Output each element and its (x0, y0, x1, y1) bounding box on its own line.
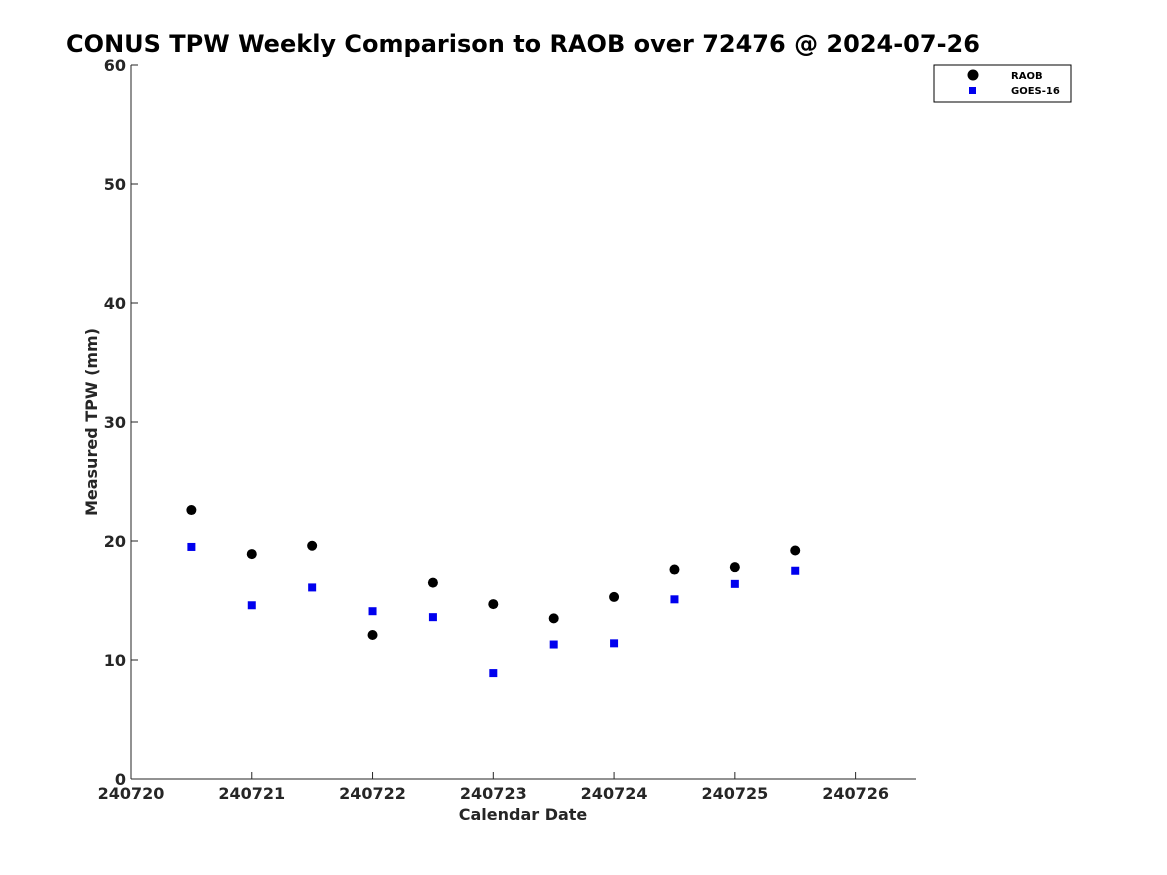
goes-16-point (489, 669, 498, 678)
x-tick-label: 240724 (581, 784, 648, 803)
legend-raob-label: RAOB (1011, 71, 1043, 82)
y-axis-label: Measured TPW (mm) (82, 328, 101, 516)
raob-point (246, 549, 257, 560)
y-tick-label: 50 (104, 175, 126, 194)
goes-16-point (610, 639, 619, 648)
goes-16-point (791, 566, 800, 575)
raob-point (367, 630, 378, 641)
raob-point (427, 577, 438, 588)
x-tick-label: 240721 (218, 784, 285, 803)
goes-16-point (308, 583, 317, 592)
goes-16-point (730, 579, 739, 588)
y-axis-ticks: 0 10 20 30 40 50 60 (104, 56, 138, 789)
legend: RAOB GOES-16 (933, 64, 1072, 103)
y-tick-label: 20 (104, 532, 126, 551)
y-tick-label: 40 (104, 294, 126, 313)
goes-16-point (247, 601, 256, 610)
y-tick-label: 0 (115, 770, 126, 789)
goes-16-point (670, 595, 679, 604)
plot-area (130, 65, 916, 780)
raob-point (729, 562, 740, 573)
x-tick-label: 240726 (822, 784, 889, 803)
raob-point (186, 505, 197, 516)
raob-point (307, 540, 318, 551)
data-series (186, 505, 801, 678)
goes-16-point (187, 542, 196, 551)
raob-point (669, 564, 680, 575)
x-axis-ticks: 240720 240721 240722 240723 240724 240725 2407… (98, 772, 889, 803)
x-axis-label: Calendar Date (459, 805, 588, 824)
chart-title: CONUS TPW Weekly Comparison to RAOB over… (66, 30, 980, 58)
raob-point (609, 591, 620, 602)
goes-16-point (428, 613, 437, 622)
raob-point (790, 545, 801, 556)
y-tick-label: 60 (104, 56, 126, 75)
goes-16-point (368, 607, 377, 616)
x-tick-label: 240720 (98, 784, 165, 803)
y-tick-label: 30 (104, 413, 126, 432)
x-tick-label: 240722 (339, 784, 406, 803)
legend-box (933, 64, 1072, 103)
x-tick-label: 240723 (460, 784, 527, 803)
x-tick-label: 240725 (701, 784, 768, 803)
legend-raob-marker (967, 69, 979, 81)
legend-goes-marker (969, 87, 976, 94)
legend-goes-label: GOES-16 (1011, 86, 1060, 97)
raob-point (548, 613, 559, 624)
raob-point (488, 599, 499, 610)
y-tick-label: 10 (104, 651, 126, 670)
goes-16-point (549, 640, 558, 649)
